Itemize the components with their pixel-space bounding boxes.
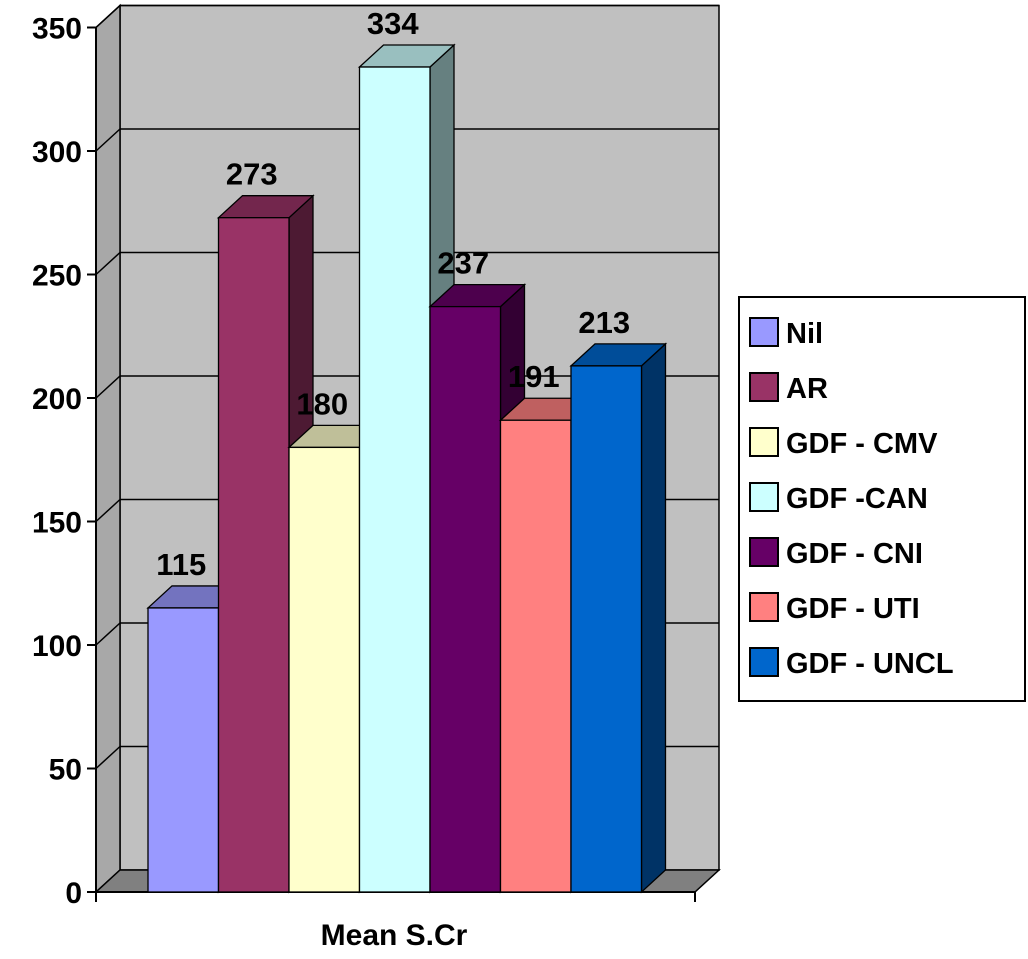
data-label: 180 [296,386,348,421]
gridline-side [95,498,121,523]
bar-side [640,342,667,894]
bar-front [358,66,431,893]
bar-front [570,365,643,893]
data-label: 237 [437,246,489,281]
y-tick-label: 150 [32,507,82,540]
y-tick-label: 50 [49,754,82,787]
legend-swatch [749,427,779,457]
y-tick-label: 200 [32,383,82,416]
y-tick-label: 300 [32,136,82,169]
data-label: 273 [226,157,278,192]
legend-label: GDF - CNI [786,538,923,570]
legend-label: GDF -CAN [786,483,928,515]
legend-swatch [749,592,779,622]
gridline-side [95,4,121,29]
bar-front [217,217,290,893]
x-category-label: Mean S.Cr [321,919,468,952]
y-tick-label: 350 [32,13,82,46]
legend-swatch [749,317,779,347]
y-tick-label: 100 [32,630,82,663]
bar-gdf-uncl [569,342,668,894]
gridline-side [95,251,121,276]
gridline-side [95,128,121,152]
legend-box [738,296,1026,702]
data-label: 115 [156,547,206,582]
bar-front [429,305,502,893]
y-tick-label: 0 [65,877,82,910]
legend-label: GDF - UTI [786,593,920,625]
bar-front [147,607,220,893]
data-label: 191 [508,359,560,394]
bar-front [288,446,361,893]
data-label: 213 [578,305,630,340]
legend: Nil AR GDF - CMV GDF -CAN GDF - CNI GDF - UTI… [738,296,1026,702]
legend-swatch [749,537,779,567]
legend-label: GDF - UNCL [786,648,954,680]
legend-label: GDF - CMV [786,428,938,460]
gridline-side [95,375,121,399]
gridline-side [95,622,121,646]
legend-label: Nil [786,318,823,350]
side-wall [95,3,121,894]
gridline-side [95,745,121,770]
y-tick-label: 250 [32,260,82,293]
legend-swatch [749,482,779,512]
legend-swatch [749,372,779,402]
bars [146,43,668,894]
data-labels: 115 273 180 334 237 191 213 [156,6,630,582]
data-label: 334 [367,6,419,41]
bar-front [499,419,572,893]
legend-label: AR [786,373,828,405]
legend-swatch [749,647,779,677]
